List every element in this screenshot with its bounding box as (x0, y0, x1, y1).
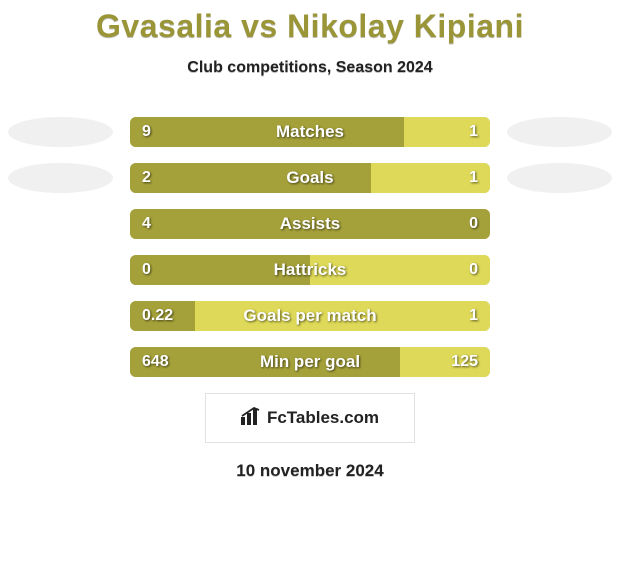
stat-bar-left (130, 209, 490, 239)
player-left-ellipse (8, 117, 113, 147)
stat-bar: 91Matches (130, 117, 490, 147)
stat-row: 00Hattricks (0, 255, 620, 285)
stat-row: 0.221Goals per match (0, 301, 620, 331)
stat-bar-right (404, 117, 490, 147)
page-title: Gvasalia vs Nikolay Kipiani (0, 0, 620, 45)
stats-rows: 91Matches 21Goals 40Assists 00Hattricks 0.22… (0, 117, 620, 377)
player-left-ellipse (8, 163, 113, 193)
stat-bar-left (130, 255, 310, 285)
stat-bar-right (195, 301, 490, 331)
logo-box: FcTables.com (205, 393, 415, 443)
stat-bar-left (130, 301, 195, 331)
subtitle: Club competitions, Season 2024 (0, 59, 620, 77)
stat-bar-right (371, 163, 490, 193)
stat-bar-left (130, 117, 404, 147)
date-label: 10 november 2024 (0, 461, 620, 481)
stat-bar-right (400, 347, 490, 377)
player-right-ellipse (507, 163, 612, 193)
player-right-ellipse (507, 117, 612, 147)
stat-bar: 648125Min per goal (130, 347, 490, 377)
stat-bar-left (130, 347, 400, 377)
stat-bar: 00Hattricks (130, 255, 490, 285)
stat-bar: 40Assists (130, 209, 490, 239)
stat-bar: 0.221Goals per match (130, 301, 490, 331)
stat-row: 648125Min per goal (0, 347, 620, 377)
stat-row: 91Matches (0, 117, 620, 147)
chart-icon (241, 407, 261, 430)
logo-text: FcTables.com (267, 408, 379, 428)
stat-bar: 21Goals (130, 163, 490, 193)
stat-bar-right (310, 255, 490, 285)
stat-bar-left (130, 163, 371, 193)
stat-row: 21Goals (0, 163, 620, 193)
stat-row: 40Assists (0, 209, 620, 239)
